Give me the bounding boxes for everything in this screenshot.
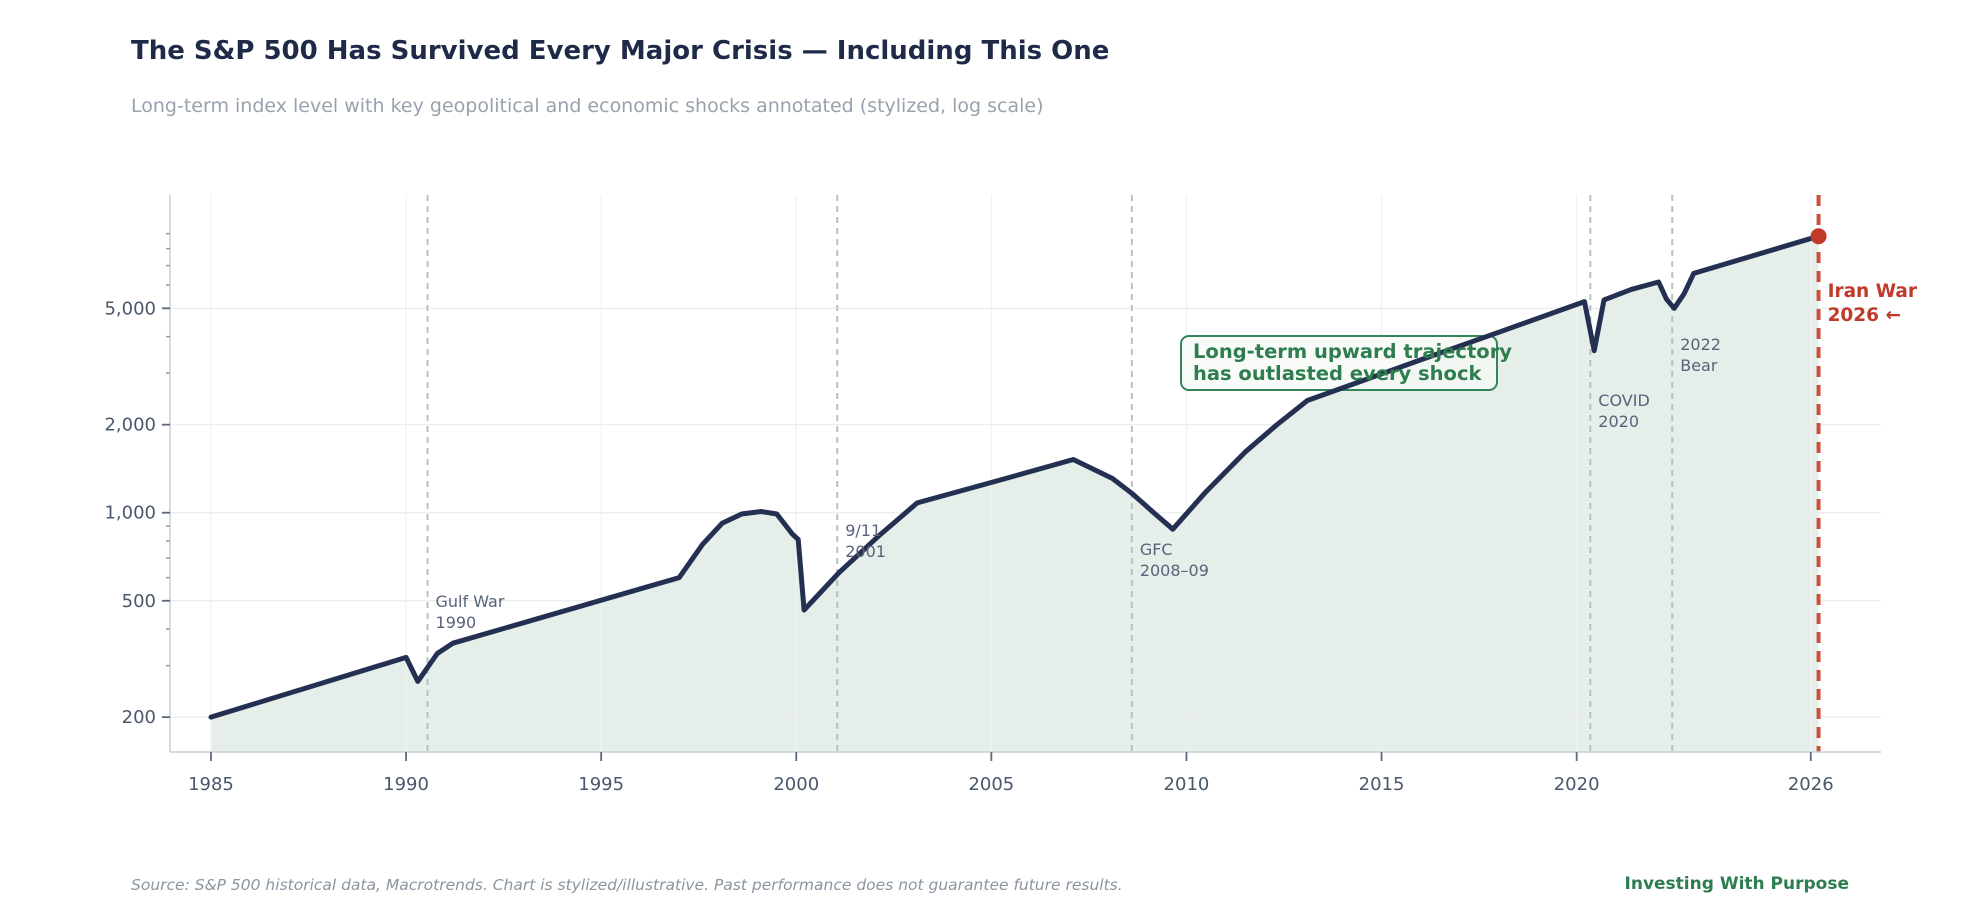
- source-note: Source: S&P 500 historical data, Macrotr…: [131, 876, 1123, 894]
- x-axis-label: 2020: [1554, 774, 1600, 795]
- page-subtitle: Long-term index level with key geopoliti…: [131, 95, 1044, 117]
- x-axis-label: 1990: [383, 774, 429, 795]
- event-label-gfc: GFC: [1140, 540, 1173, 559]
- event-label-sept-11: 9/11: [845, 521, 881, 540]
- page-title: The S&P 500 Has Survived Every Major Cri…: [131, 36, 1110, 66]
- callout-text: has outlasted every shock: [1193, 362, 1483, 385]
- y-axis-label: 500: [122, 591, 156, 612]
- event-label-bear-2022: 2022: [1680, 335, 1721, 354]
- event-label-gulf-war: 1990: [436, 613, 477, 632]
- y-axis-label: 2,000: [104, 415, 156, 436]
- event-label-iran-war: 2026 ←: [1828, 305, 1901, 326]
- event-label-covid: COVID: [1598, 391, 1649, 410]
- y-axis-label: 1,000: [104, 503, 156, 524]
- series-area: [210, 236, 1819, 752]
- brand-label: Investing With Purpose: [1624, 874, 1849, 894]
- y-axis-label: 200: [122, 707, 156, 728]
- event-label-bear-2022: Bear: [1680, 356, 1718, 375]
- x-axis-label: 2015: [1359, 774, 1405, 795]
- series-line: [208, 233, 1822, 720]
- x-axis-label: 2005: [968, 774, 1014, 795]
- event-label-gfc: 2008–09: [1140, 561, 1209, 580]
- x-axis-label: 1995: [578, 774, 624, 795]
- x-axis-label: 1985: [188, 774, 234, 795]
- callout-text: Long-term upward trajectory: [1193, 340, 1512, 363]
- y-axis-label: 5,000: [104, 298, 156, 319]
- x-axis-label: 2010: [1164, 774, 1210, 795]
- event-label-iran-war: Iran War: [1828, 281, 1918, 302]
- endpoint-dot: [1810, 228, 1827, 245]
- x-axis-label: 2000: [773, 774, 819, 795]
- event-label-gulf-war: Gulf War: [436, 592, 505, 611]
- event-label-covid: 2020: [1598, 412, 1639, 431]
- x-axis-label: 2026: [1788, 774, 1834, 795]
- event-label-sept-11: 2001: [845, 542, 886, 561]
